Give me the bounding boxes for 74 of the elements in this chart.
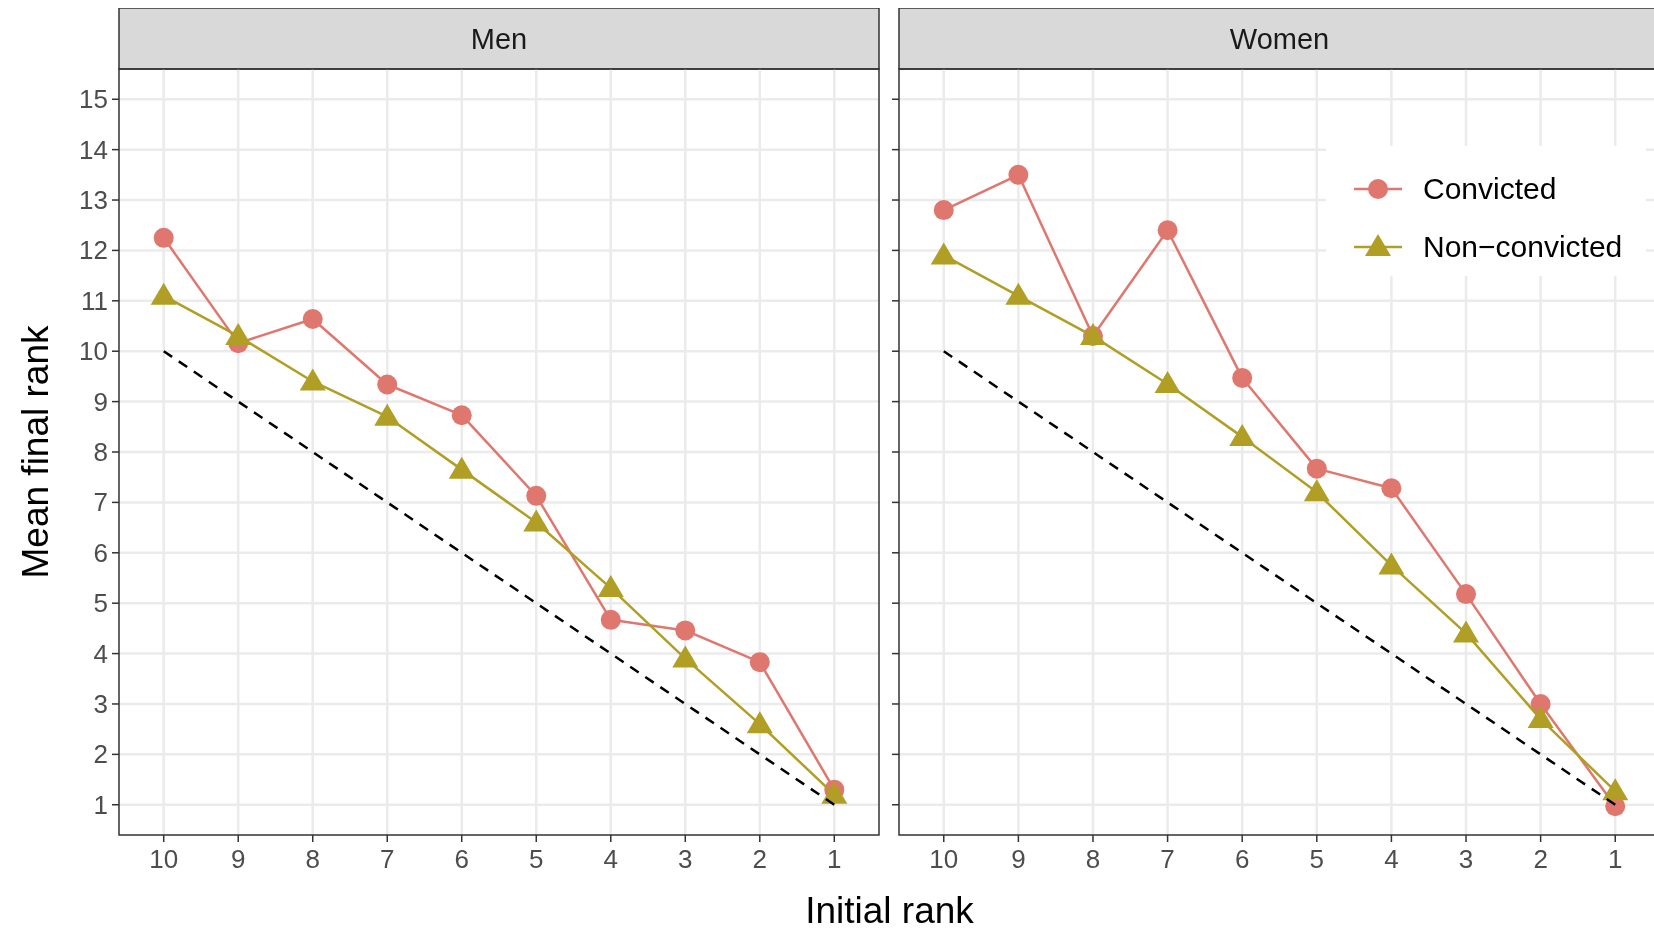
x-tick-label: 5 bbox=[1309, 844, 1325, 874]
y-tick-label: 1 bbox=[93, 789, 108, 820]
y-tick-label: 12 bbox=[79, 235, 108, 266]
chart-title: Women bbox=[1229, 22, 1330, 55]
point bbox=[600, 609, 621, 630]
y-tick-label: 3 bbox=[93, 688, 108, 719]
x-tick-label: 3 bbox=[1458, 844, 1474, 874]
point bbox=[1157, 220, 1178, 241]
chart-title: Men bbox=[470, 22, 528, 55]
y-tick-label: 4 bbox=[93, 638, 108, 669]
y-tick-label: 11 bbox=[81, 285, 108, 316]
point bbox=[1303, 479, 1330, 502]
y-tick-label: 9 bbox=[93, 386, 108, 417]
x-tick-label: 10 bbox=[149, 844, 179, 874]
x-tick-label: 5 bbox=[529, 844, 544, 874]
x-tick-label: 4 bbox=[603, 844, 618, 874]
y-tick-label: 8 bbox=[93, 437, 108, 467]
point bbox=[1154, 370, 1181, 393]
x-tick-label: 6 bbox=[1234, 844, 1250, 874]
point bbox=[1005, 282, 1032, 305]
point bbox=[377, 374, 398, 395]
point bbox=[672, 645, 699, 668]
legend-label: Non−convicted bbox=[1423, 230, 1623, 263]
point bbox=[448, 456, 475, 479]
point bbox=[1456, 584, 1477, 605]
point bbox=[1602, 778, 1629, 801]
point bbox=[1453, 620, 1480, 643]
y-tick-label: 13 bbox=[79, 185, 108, 216]
point bbox=[150, 282, 177, 305]
y-tick-label: 14 bbox=[79, 134, 108, 165]
x-tick-label: 9 bbox=[1011, 844, 1026, 874]
y-tick-label: 6 bbox=[93, 537, 108, 568]
point bbox=[1229, 423, 1256, 446]
point bbox=[299, 368, 326, 391]
point bbox=[1378, 552, 1405, 575]
x-tick-label: 2 bbox=[1533, 844, 1548, 874]
x-axis-title: Initial rank bbox=[805, 890, 975, 931]
point bbox=[675, 620, 696, 641]
x-tick-label: 8 bbox=[1085, 844, 1101, 874]
x-tick-label: 3 bbox=[678, 844, 693, 874]
point bbox=[153, 227, 174, 248]
point bbox=[746, 711, 773, 734]
point bbox=[1306, 458, 1327, 479]
point bbox=[1527, 706, 1554, 729]
point bbox=[749, 652, 770, 673]
point bbox=[1008, 164, 1029, 185]
x-tick-label: 4 bbox=[1384, 844, 1399, 874]
x-tick-label: 7 bbox=[1160, 844, 1175, 874]
point bbox=[225, 323, 252, 346]
x-tick-label: 7 bbox=[380, 844, 395, 874]
x-tick-label: 6 bbox=[454, 844, 469, 874]
x-tick-label: 8 bbox=[305, 844, 320, 874]
point bbox=[930, 242, 957, 265]
point bbox=[526, 485, 547, 506]
x-tick-label: 2 bbox=[752, 844, 768, 874]
point bbox=[451, 405, 472, 426]
y-tick-label: 15 bbox=[79, 84, 108, 115]
point bbox=[523, 509, 550, 532]
x-tick-label: 9 bbox=[230, 844, 246, 874]
y-tick-label: 5 bbox=[93, 588, 108, 619]
point bbox=[933, 200, 954, 221]
y-tick-label: 7 bbox=[93, 487, 108, 518]
point bbox=[302, 308, 323, 329]
point bbox=[1381, 478, 1402, 499]
point bbox=[1232, 367, 1253, 388]
point bbox=[597, 575, 624, 598]
x-tick-label: 1 bbox=[1608, 844, 1623, 874]
y-tick-label: 2 bbox=[93, 739, 108, 770]
point bbox=[374, 403, 401, 426]
x-tick-label: 10 bbox=[929, 844, 959, 874]
y-axis-title: Mean final rank bbox=[15, 325, 56, 579]
y-tick-label: 10 bbox=[79, 336, 108, 367]
legend-label: Convicted bbox=[1423, 172, 1557, 205]
x-tick-label: 1 bbox=[827, 844, 842, 874]
